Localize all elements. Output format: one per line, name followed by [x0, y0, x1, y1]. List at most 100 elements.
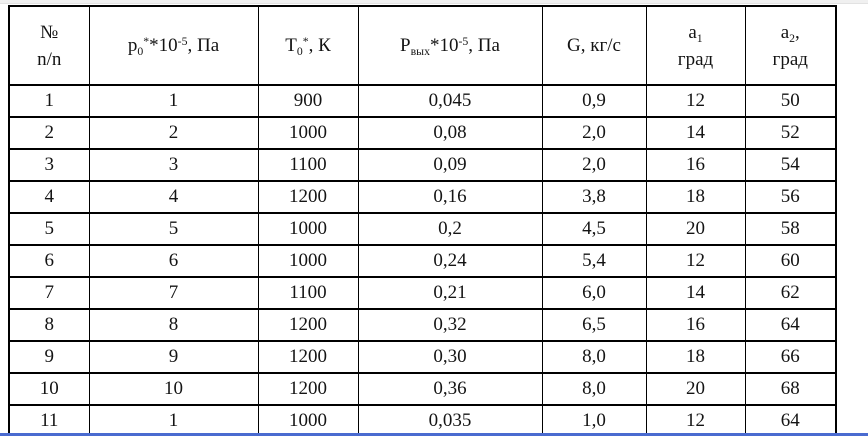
- table-row: 1 1 900 0,045 0,9 12 50: [8, 84, 837, 118]
- table-cell-a2: 66: [744, 340, 837, 374]
- page-top-edge: [0, 0, 868, 4]
- table-row: 9 9 1200 0,30 8,0 18 66: [8, 340, 837, 374]
- table-cell-p_out: 0,32: [357, 308, 543, 342]
- table-cell-t0: 1000: [257, 244, 359, 278]
- table-cell-a2: 68: [744, 372, 837, 406]
- table-cell-a2: 52: [744, 116, 837, 150]
- column-header-p_out: Pвых*10-5, Па: [357, 5, 543, 86]
- table-row: 6 6 1000 0,24 5,4 12 60: [8, 244, 837, 278]
- column-header-t0: T0*, К: [257, 5, 359, 86]
- table-cell-p0: 10: [88, 372, 259, 406]
- table-cell-a1: 16: [645, 148, 746, 182]
- table-cell-p_out: 0,24: [357, 244, 543, 278]
- table-cell-a1: 16: [645, 308, 746, 342]
- table-cell-a1: 14: [645, 116, 746, 150]
- table-cell-row_number: 1: [8, 84, 90, 118]
- table-cell-t0: 1000: [257, 116, 359, 150]
- table-cell-a2: 56: [744, 180, 837, 214]
- table-cell-p_out: 0,30: [357, 340, 543, 374]
- table-cell-g: 8,0: [541, 372, 647, 406]
- table-cell-row_number: 4: [8, 180, 90, 214]
- table-cell-g: 4,5: [541, 212, 647, 246]
- table-cell-t0: 1200: [257, 372, 359, 406]
- table-cell-g: 3,8: [541, 180, 647, 214]
- table-cell-row_number: 2: [8, 116, 90, 150]
- table-cell-a1: 14: [645, 276, 746, 310]
- table-cell-p0: 8: [88, 308, 259, 342]
- table-cell-g: 2,0: [541, 148, 647, 182]
- table-cell-t0: 1200: [257, 180, 359, 214]
- table-cell-p0: 2: [88, 116, 259, 150]
- column-header-a2: a2, град: [744, 5, 837, 86]
- table-row: 4 4 1200 0,16 3,8 18 56: [8, 180, 837, 214]
- table-cell-p_out: 0,16: [357, 180, 543, 214]
- table-cell-row_number: 6: [8, 244, 90, 278]
- table-cell-a2: 62: [744, 276, 837, 310]
- table-row: 11 1 1000 0,035 1,0 12 64: [8, 404, 837, 436]
- table-header-row: № n/n p0**10-5, Па T0*, К Pвых*10-5, Па G, кг…: [8, 5, 837, 86]
- table-cell-row_number: 7: [8, 276, 90, 310]
- table-cell-g: 0,9: [541, 84, 647, 118]
- table-cell-row_number: 9: [8, 340, 90, 374]
- table-cell-p_out: 0,36: [357, 372, 543, 406]
- table-cell-p_out: 0,035: [357, 404, 543, 436]
- table-row: 5 5 1000 0,2 4,5 20 58: [8, 212, 837, 246]
- table-cell-g: 6,5: [541, 308, 647, 342]
- table-cell-row_number: 11: [8, 404, 90, 436]
- table-row: 10 10 1200 0,36 8,0 20 68: [8, 372, 837, 406]
- table-cell-p0: 4: [88, 180, 259, 214]
- table-cell-p0: 1: [88, 84, 259, 118]
- table-cell-row_number: 8: [8, 308, 90, 342]
- table-row: 7 7 1100 0,21 6,0 14 62: [8, 276, 837, 310]
- table-cell-t0: 1100: [257, 148, 359, 182]
- table-cell-a1: 18: [645, 340, 746, 374]
- table-cell-p_out: 0,09: [357, 148, 543, 182]
- column-header-row_number: № n/n: [8, 5, 90, 86]
- table-cell-a1: 20: [645, 212, 746, 246]
- table-cell-a1: 12: [645, 244, 746, 278]
- table-cell-p0: 7: [88, 276, 259, 310]
- table-cell-a1: 12: [645, 84, 746, 118]
- table-cell-p_out: 0,2: [357, 212, 543, 246]
- column-header-p0: p0**10-5, Па: [88, 5, 259, 86]
- column-header-g: G, кг/с: [541, 5, 647, 86]
- table-cell-a2: 58: [744, 212, 837, 246]
- table-cell-t0: 900: [257, 84, 359, 118]
- table-cell-p_out: 0,21: [357, 276, 543, 310]
- table-cell-t0: 1000: [257, 404, 359, 436]
- table-cell-a2: 64: [744, 308, 837, 342]
- table-row: 8 8 1200 0,32 6,5 16 64: [8, 308, 837, 342]
- table-cell-row_number: 10: [8, 372, 90, 406]
- table-cell-g: 2,0: [541, 116, 647, 150]
- table-cell-g: 8,0: [541, 340, 647, 374]
- bottom-blue-line: [0, 433, 868, 436]
- table-row: 2 2 1000 0,08 2,0 14 52: [8, 116, 837, 150]
- table-cell-p_out: 0,045: [357, 84, 543, 118]
- table-cell-a2: 54: [744, 148, 837, 182]
- table-cell-g: 1,0: [541, 404, 647, 436]
- table-body: 1 1 900 0,045 0,9 12 50 2 2 1000 0,08 2,0 14 52 3 3 1100…: [8, 84, 837, 436]
- table-cell-g: 5,4: [541, 244, 647, 278]
- table-cell-a2: 60: [744, 244, 837, 278]
- table-cell-a1: 18: [645, 180, 746, 214]
- table-cell-g: 6,0: [541, 276, 647, 310]
- table-cell-a1: 12: [645, 404, 746, 436]
- table-cell-t0: 1000: [257, 212, 359, 246]
- table-cell-t0: 1100: [257, 276, 359, 310]
- table-cell-a2: 64: [744, 404, 837, 436]
- table-cell-a2: 50: [744, 84, 837, 118]
- table-row: 3 3 1100 0,09 2,0 16 54: [8, 148, 837, 182]
- table-cell-p0: 6: [88, 244, 259, 278]
- table-cell-p0: 5: [88, 212, 259, 246]
- table-cell-t0: 1200: [257, 308, 359, 342]
- table-cell-row_number: 5: [8, 212, 90, 246]
- table-header: № n/n p0**10-5, Па T0*, К Pвых*10-5, Па G, кг…: [8, 5, 837, 86]
- variants-data-table: № n/n p0**10-5, Па T0*, К Pвых*10-5, Па G, кг…: [8, 5, 837, 436]
- table-cell-p0: 1: [88, 404, 259, 436]
- table-cell-row_number: 3: [8, 148, 90, 182]
- table-cell-p0: 9: [88, 340, 259, 374]
- column-header-a1: a1 град: [645, 5, 746, 86]
- table-cell-a1: 20: [645, 372, 746, 406]
- table-cell-p_out: 0,08: [357, 116, 543, 150]
